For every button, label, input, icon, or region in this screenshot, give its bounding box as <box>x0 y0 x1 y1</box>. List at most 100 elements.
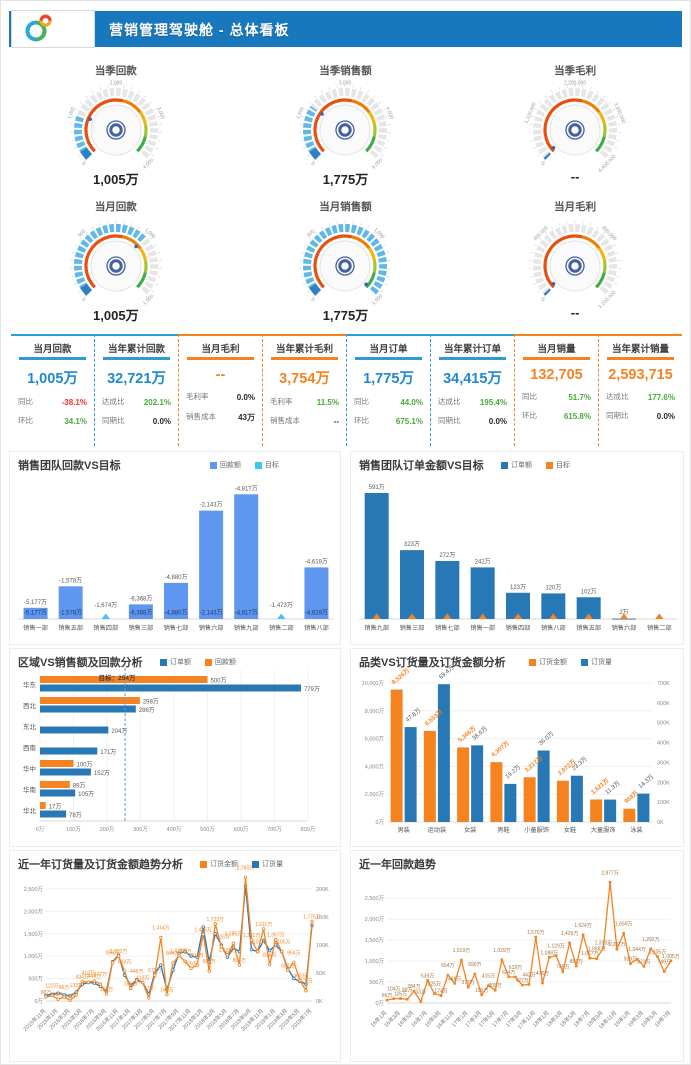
legend-item[interactable]: 订单额 <box>501 460 532 470</box>
kpi-subrow: 同期比 0.0% <box>102 416 171 426</box>
svg-text:-4,880万: -4,880万 <box>164 610 187 617</box>
target-marker-icon <box>101 613 110 619</box>
svg-text:476万: 476万 <box>536 971 549 977</box>
chart-region-panel[interactable]: 区域VS销售额及回款分析 订单额 回款额 0万 100万 200万 300万 400万 50… <box>9 648 341 847</box>
svg-text:460万: 460万 <box>293 973 306 979</box>
order-trend-canvas[interactable]: 0万 500万 1,000万 1,500万 2,000万 2,500万 0K 50K 100K 1… <box>10 851 342 1063</box>
kpi-underline <box>187 357 254 360</box>
chart-title: 区域VS销售额及回款分析 <box>18 657 143 669</box>
bar-订单-华北 <box>40 810 67 818</box>
chart-category-panel[interactable]: 品类VS订货量及订货金额分析 订货金额 订货量 0万 2,000万 4,000万 6,0… <box>350 648 684 847</box>
svg-text:-4,880万: -4,880万 <box>164 574 187 581</box>
svg-text:0: 0 <box>539 297 545 303</box>
svg-text:-4,619万: -4,619万 <box>305 558 328 565</box>
gauge-title: 当月销售额 <box>319 201 372 213</box>
kpi-当年累计回款: 当年累计回款 32,721万 达成比 202.1% 同期比 0.0% <box>94 334 178 446</box>
target-marker-icon <box>277 613 286 619</box>
svg-text:华北: 华北 <box>23 806 37 815</box>
bar-量-男装 <box>404 727 417 822</box>
svg-text:小童服饰: 小童服饰 <box>524 826 549 834</box>
svg-text:272万: 272万 <box>439 552 455 559</box>
svg-text:881万: 881万 <box>570 959 583 965</box>
svg-text:1,044万: 1,044万 <box>628 947 646 953</box>
svg-text:286万: 286万 <box>139 707 155 714</box>
svg-text:400万: 400万 <box>167 826 182 833</box>
bar-金额-泳装 <box>623 808 636 822</box>
chart-team-payback-panel[interactable]: 销售团队回款VS目标 回款额 目标 -5,177万 -5,177万 销售一部 -1,57… <box>9 451 341 645</box>
kpi-value: 1,005万 <box>27 371 78 387</box>
svg-text:667万: 667万 <box>203 959 216 965</box>
chart-title: 销售团队订单金额VS目标 <box>359 460 484 472</box>
svg-text:200K: 200K <box>316 887 329 893</box>
svg-text:413万: 413万 <box>136 975 149 981</box>
svg-text:377万: 377万 <box>94 972 107 978</box>
svg-text:2,000万: 2,000万 <box>365 916 385 923</box>
svg-text:2,500万: 2,500万 <box>365 895 385 902</box>
svg-text:745万: 745万 <box>556 965 569 971</box>
svg-text:17万: 17万 <box>49 804 62 811</box>
legend-item[interactable]: 订货金额 <box>529 657 567 667</box>
legend-item[interactable]: 目标 <box>255 460 279 470</box>
svg-text:西南: 西南 <box>23 743 37 752</box>
svg-text:844万: 844万 <box>166 951 179 957</box>
legend-swatch-icon <box>581 658 588 666</box>
svg-text:-1,674万: -1,674万 <box>94 602 117 609</box>
kpi-subrow: 毛利率 0.0% <box>186 392 255 402</box>
svg-text:500: 500 <box>306 228 316 238</box>
svg-text:0万: 0万 <box>375 819 384 826</box>
chart-payback-trend-panel[interactable]: 近一年回款趋势 0万 500万 1,000万 1,500万 2,000万 2,500万 16… <box>350 850 684 1062</box>
svg-text:目标：254万: 目标：254万 <box>99 673 136 682</box>
svg-text:591万: 591万 <box>369 484 385 491</box>
svg-text:123万: 123万 <box>45 983 58 989</box>
legend-item[interactable]: 订货量 <box>252 859 283 869</box>
legend-item[interactable]: 订货量 <box>581 657 612 667</box>
kpi-subrow: 达成比 202.1% <box>102 397 171 407</box>
kpi-title: 当月回款 <box>33 344 72 355</box>
svg-text:-1,578万: -1,578万 <box>59 610 82 617</box>
gauge-title: 当季毛利 <box>554 65 597 77</box>
chart-order-trend-panel[interactable]: 近一年订货量及订货金额趋势分析 订货金额 订货量 0万 500万 1,000万 1,50… <box>9 850 341 1062</box>
svg-text:1,319万: 1,319万 <box>595 941 613 947</box>
chart-team-order-panel[interactable]: 销售团队订单金额VS目标 订单额 目标 591万 销售九部 323万 销售三部 272万销… <box>350 451 684 645</box>
legend-item[interactable]: 目标 <box>546 460 570 470</box>
legend-item[interactable]: 订单额 <box>160 657 191 667</box>
svg-text:销售三部: 销售三部 <box>400 624 425 632</box>
svg-text:1,486万: 1,486万 <box>194 927 212 933</box>
bar-订单-华南 <box>40 789 76 797</box>
kpi-subrow: 同比 51.7% <box>522 392 591 402</box>
gauge-dial: 0 500 1,000 1,500 <box>299 220 392 307</box>
category-canvas[interactable]: 0万 2,000万 4,000万 6,000万 8,000万 10,000万 0K 100K 2… <box>351 649 685 848</box>
legend-item[interactable]: 回款额 <box>205 657 236 667</box>
svg-text:1,624万: 1,624万 <box>574 923 592 929</box>
svg-text:803万: 803万 <box>190 953 203 959</box>
gauge-value: 1,005万 <box>93 308 139 323</box>
svg-text:销售二部: 销售二部 <box>269 624 294 632</box>
svg-text:887万: 887万 <box>178 949 191 955</box>
legend-item[interactable]: 订货金额 <box>200 859 238 869</box>
gauge-dial: 0 1,100,000 2,200,000 3,300,000 4,400,000 <box>524 81 627 175</box>
svg-text:1,570万: 1,570万 <box>527 930 545 936</box>
legend-swatch-icon <box>252 860 259 868</box>
legend: 回款额 目标 <box>210 460 279 470</box>
svg-text:539万: 539万 <box>421 973 434 979</box>
svg-text:大童服饰: 大童服饰 <box>591 826 616 834</box>
svg-text:6,000万: 6,000万 <box>365 736 385 743</box>
kpi-underline <box>607 357 674 360</box>
gauge-value: -- <box>570 169 580 184</box>
legend-item[interactable]: 回款额 <box>210 460 241 470</box>
payback-trend-canvas[interactable]: 0万500万1,000万1,500万2,000万2,500万16年1月16年3月… <box>351 851 685 1063</box>
svg-text:0万: 0万 <box>34 998 43 1005</box>
svg-text:86万: 86万 <box>59 985 70 991</box>
svg-text:145万: 145万 <box>160 988 173 994</box>
svg-text:100万: 100万 <box>66 826 81 833</box>
svg-text:1,005万: 1,005万 <box>662 954 680 960</box>
target-marker-icon <box>549 613 558 619</box>
kpi-subrow: 同比 -38.1% <box>18 397 87 407</box>
bar-金额-男鞋 <box>490 762 503 822</box>
svg-text:销售六部: 销售六部 <box>612 624 637 632</box>
bar-量-小童服饰 <box>537 750 550 822</box>
svg-text:600万: 600万 <box>234 826 249 833</box>
region-canvas[interactable]: 0万 100万 200万 300万 400万 500万 600万 700万 800万 华东 500万… <box>10 649 342 848</box>
